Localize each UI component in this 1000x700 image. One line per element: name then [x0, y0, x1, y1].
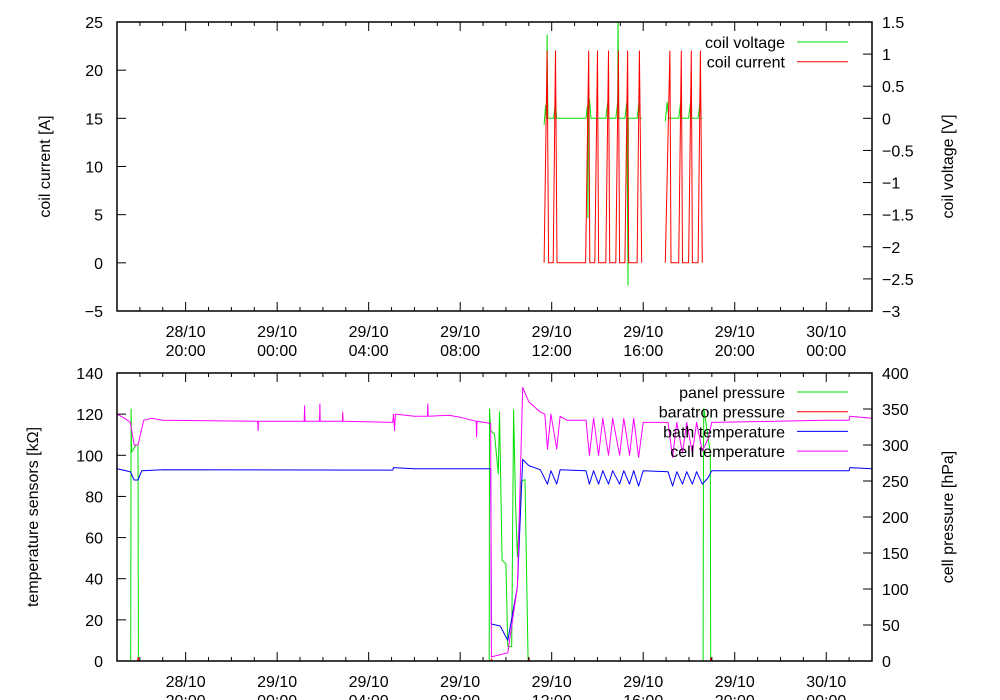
x-tick-label-time: 16:00 — [623, 693, 663, 700]
series-line-bath-temperature — [117, 458, 872, 641]
y2-tick-label: −3 — [882, 304, 900, 321]
y2-tick-label: 300 — [882, 438, 909, 455]
x-tick-label-time: 00:00 — [257, 693, 297, 700]
x-tick-label-date: 29/10 — [623, 324, 663, 341]
x-tick-label-date: 29/10 — [349, 674, 389, 691]
legend-label: coil current — [707, 55, 786, 72]
x-tick-label-time: 12:00 — [532, 343, 572, 360]
y2-tick-label: 100 — [882, 582, 909, 599]
y-tick-label: −5 — [85, 304, 103, 321]
y2-axis-label: cell pressure [hPa] — [940, 451, 957, 584]
x-tick-label-time: 20:00 — [166, 343, 206, 360]
y-tick-label: 20 — [85, 613, 103, 630]
y-tick-label: 0 — [94, 256, 103, 273]
y-tick-label: 15 — [85, 111, 103, 128]
y-tick-label: 25 — [85, 15, 103, 32]
y-tick-label: 80 — [85, 489, 103, 506]
x-tick-label-date: 29/10 — [440, 324, 480, 341]
y-tick-label: 10 — [85, 160, 103, 177]
x-tick-label-date: 29/10 — [532, 674, 572, 691]
y-tick-label: 100 — [76, 448, 103, 465]
x-tick-label-date: 28/10 — [166, 674, 206, 691]
x-tick-label-date: 29/10 — [623, 674, 663, 691]
series-line-coil-current — [543, 50, 643, 264]
x-tick-label-time: 00:00 — [806, 693, 846, 700]
x-tick-label-time: 20:00 — [715, 343, 755, 360]
x-tick-label-time: 04:00 — [349, 693, 389, 700]
x-tick-label-date: 29/10 — [532, 324, 572, 341]
x-tick-label-time: 00:00 — [806, 343, 846, 360]
y2-tick-label: −1.5 — [882, 208, 914, 225]
x-tick-label-date: 29/10 — [715, 324, 755, 341]
series-group — [543, 22, 703, 286]
y-axis-label: temperature sensors [kΩ] — [25, 427, 42, 607]
y-tick-label: 20 — [85, 63, 103, 80]
y2-tick-label: 0.5 — [882, 79, 904, 96]
series-line-cell-temperature — [117, 386, 872, 658]
y2-tick-label: 150 — [882, 546, 909, 563]
x-tick-label-date: 29/10 — [349, 324, 389, 341]
series-line-coil-current — [664, 50, 703, 264]
y2-tick-label: −2.5 — [882, 272, 914, 289]
legend: panel pressure baratron pressure bath temp… — [659, 385, 848, 461]
x-tick-label-date: 29/10 — [257, 674, 297, 691]
x-tick-label-time: 08:00 — [440, 343, 480, 360]
y2-tick-label: 0 — [882, 654, 891, 671]
x-tick-label-time: 08:00 — [440, 693, 480, 700]
y-tick-label: 5 — [94, 208, 103, 225]
x-tick-label-date: 30/10 — [806, 674, 846, 691]
legend-label: coil voltage — [705, 35, 785, 52]
legend-label: baratron pressure — [659, 405, 785, 422]
y2-tick-label: 200 — [882, 510, 909, 527]
y2-tick-label: 0 — [882, 111, 891, 128]
y-tick-label: 0 — [94, 654, 103, 671]
legend-label: panel pressure — [679, 385, 785, 402]
x-tick-label-time: 20:00 — [715, 693, 755, 700]
y2-tick-label: −1 — [882, 176, 900, 193]
series-group — [117, 386, 872, 661]
y2-tick-label: 400 — [882, 366, 909, 383]
x-tick-label-date: 29/10 — [440, 674, 480, 691]
series-line-baratron-pressure — [117, 656, 872, 661]
x-tick-label-time: 12:00 — [532, 693, 572, 700]
y2-tick-label: −2 — [882, 240, 900, 257]
x-tick-label-time: 16:00 — [623, 343, 663, 360]
y2-tick-label: 1.5 — [882, 15, 904, 32]
y2-tick-label: 250 — [882, 474, 909, 491]
y2-tick-label: 350 — [882, 402, 909, 419]
y-tick-label: 120 — [76, 407, 103, 424]
y-tick-label: 60 — [85, 531, 103, 548]
sensor-plot: 28/10 20:00 29/10 00:00 29/10 04:00 29/10 08:00… — [25, 366, 957, 700]
x-tick-label-time: 20:00 — [166, 693, 206, 700]
x-tick-label-date: 29/10 — [257, 324, 297, 341]
y2-tick-label: −0.5 — [882, 143, 914, 160]
legend-label: cell temperature — [670, 444, 785, 461]
y-tick-label: 40 — [85, 572, 103, 589]
series-line-coil-voltage — [664, 101, 703, 122]
y2-tick-label: 1 — [882, 47, 891, 64]
y2-axis-label: coil voltage [V] — [940, 114, 957, 218]
legend-label: bath temperature — [663, 424, 785, 441]
x-tick-label-date: 30/10 — [806, 324, 846, 341]
coil-plot: 28/10 20:00 29/10 00:00 29/10 04:00 29/10 08:00… — [37, 15, 957, 360]
y2-tick-label: 50 — [882, 618, 900, 635]
legend: coil voltage coil current — [705, 35, 848, 72]
x-tick-label-date: 28/10 — [166, 324, 206, 341]
y-axis-label: coil current [A] — [37, 115, 54, 217]
x-tick-label-time: 04:00 — [349, 343, 389, 360]
x-tick-label-time: 00:00 — [257, 343, 297, 360]
y-tick-label: 140 — [76, 366, 103, 383]
x-tick-label-date: 29/10 — [715, 674, 755, 691]
